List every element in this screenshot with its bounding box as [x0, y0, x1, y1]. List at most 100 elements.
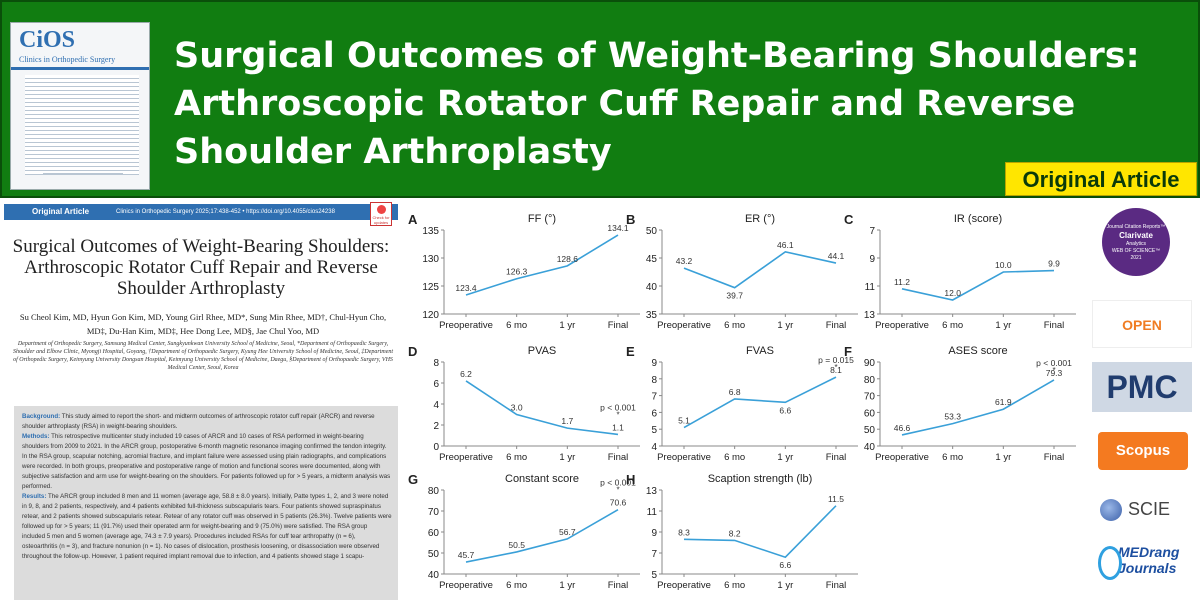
clarivate-year: 2021	[1130, 255, 1142, 261]
data-label: 79.3	[1046, 368, 1063, 378]
pmc-logo[interactable]: PMC	[1092, 362, 1192, 412]
medrang-logo[interactable]: MEDrang Journals	[1098, 538, 1192, 582]
article-type-badge: Original Article	[1005, 162, 1197, 196]
y-tick-label: 0	[433, 442, 439, 453]
x-tick-label: Preoperative	[657, 580, 711, 591]
data-label: 8.1	[830, 365, 842, 375]
y-tick-label: 60	[864, 408, 876, 419]
scie-label: SCIE	[1128, 499, 1171, 519]
y-tick-label: 9	[651, 528, 657, 539]
x-tick-label: Final	[826, 320, 847, 331]
significance-star: *	[834, 363, 837, 372]
check-for-updates-icon[interactable]: Check for updates	[370, 202, 392, 226]
chart-title: PVAS	[528, 345, 557, 357]
data-label: 128.6	[557, 254, 579, 264]
x-tick-label: Final	[826, 452, 847, 463]
panel-label: G	[408, 472, 418, 487]
x-tick-label: 6 mo	[942, 452, 963, 463]
x-tick-label: 1 yr	[995, 452, 1011, 463]
y-tick-label: 40	[646, 282, 658, 293]
y-tick-label: 8	[433, 358, 439, 369]
data-label: 134.1	[607, 223, 629, 233]
chart-pvas: D PVAS 0 2 4 6 8 Preoperative 6 mo 1 yr Final 6.2 3.…	[408, 344, 640, 463]
series-line	[465, 509, 619, 563]
data-label: 46.1	[777, 240, 794, 250]
abstract-paragraph: Methods: This retrospective multicenter …	[22, 432, 392, 492]
header-banner: CiOS Clinics in Orthopedic Surgery Surgi…	[0, 0, 1200, 198]
journal-cover-image: CiOS Clinics in Orthopedic Surgery	[10, 22, 150, 190]
significance-star: *	[1052, 366, 1055, 375]
y-tick-label: 6	[433, 379, 439, 390]
y-tick-label: 70	[864, 392, 876, 403]
panel-label: E	[626, 344, 635, 359]
scopus-logo[interactable]: Scopus	[1098, 432, 1188, 470]
data-label: 9.9	[1048, 259, 1060, 269]
abstract-heading: Methods:	[22, 433, 50, 440]
clarivate-badge: Journal Citation Reports™ Clarivate Anal…	[1102, 208, 1170, 276]
significance-annotation: p = 0.015	[818, 355, 854, 365]
series-line	[683, 505, 837, 559]
x-tick-label: 1 yr	[559, 452, 575, 463]
x-tick-label: 6 mo	[942, 320, 963, 331]
x-tick-label: Preoperative	[657, 320, 711, 331]
cover-contents	[25, 75, 139, 175]
x-tick-label: 1 yr	[777, 452, 793, 463]
y-tick-label: 80	[864, 375, 876, 386]
y-tick-label: 40	[428, 570, 440, 581]
panel-label: C	[844, 212, 854, 227]
y-tick-label: 40	[864, 442, 876, 453]
x-tick-label: 6 mo	[724, 320, 745, 331]
paper-header-bar	[4, 204, 398, 220]
y-tick-label: 11	[865, 282, 876, 293]
data-label: 10.0	[995, 260, 1012, 270]
panel-label: D	[408, 344, 417, 359]
paper-article-type: Original Article	[32, 207, 90, 216]
clarivate-analytics: Analytics	[1125, 241, 1146, 247]
y-tick-label: 11	[647, 507, 658, 518]
x-tick-label: 6 mo	[506, 452, 527, 463]
chart-scaption: H Scaption strength (lb) 5 7 9 11 13 Preoperati…	[626, 472, 858, 591]
open-access-logo[interactable]: OPEN ACCESS	[1092, 300, 1192, 381]
chart-title: IR (score)	[954, 213, 1002, 225]
chart-title: ASES score	[948, 345, 1007, 357]
data-label: 5.1	[678, 416, 690, 426]
x-tick-label: Preoperative	[875, 452, 929, 463]
data-label: 45.7	[458, 550, 475, 560]
chart-title: Constant score	[505, 473, 579, 485]
x-tick-label: Preoperative	[875, 320, 929, 331]
data-label: 12.0	[944, 288, 961, 298]
chart-ff: A FF (°) 120 125 130 135 Preoperative 6 mo 1 yr F…	[408, 212, 640, 331]
y-tick-label: 70	[428, 507, 440, 518]
x-tick-label: 6 mo	[724, 452, 745, 463]
x-tick-label: 1 yr	[559, 580, 575, 591]
x-tick-label: 6 mo	[506, 320, 527, 331]
panel-label: A	[408, 212, 418, 227]
cover-journal-name: Clinics in Orthopedic Surgery	[19, 55, 116, 64]
y-tick-label: 7	[651, 549, 657, 560]
y-tick-label: 90	[864, 358, 876, 369]
y-tick-label: 13	[646, 486, 658, 497]
data-label: 39.7	[726, 291, 743, 301]
chart-title: ER (°)	[745, 213, 775, 225]
y-tick-label: 8	[651, 375, 657, 386]
abstract-heading: Background:	[22, 413, 61, 420]
chart-fvas: E FVAS 4 5 6 7 8 9 Preoperative 6 mo 1 yr Final 5.1 6…	[626, 344, 858, 463]
data-label: 11.5	[828, 494, 844, 504]
x-tick-label: Final	[826, 580, 847, 591]
data-label: 1.7	[561, 416, 573, 426]
x-tick-label: 1 yr	[777, 580, 793, 591]
chart-title: Scaption strength (lb)	[708, 473, 813, 485]
y-tick-label: 9	[869, 254, 875, 265]
x-tick-label: 1 yr	[777, 320, 793, 331]
x-tick-label: Preoperative	[657, 452, 711, 463]
y-tick-label: 45	[646, 254, 658, 265]
significance-star: *	[616, 410, 619, 419]
y-tick-label: 130	[422, 254, 439, 265]
data-label: 1.1	[612, 422, 624, 432]
article-title: Surgical Outcomes of Weight-Bearing Shou…	[174, 36, 1140, 172]
scie-logo[interactable]: SCIE	[1100, 494, 1190, 524]
x-tick-label: Preoperative	[439, 452, 493, 463]
data-label: 126.3	[506, 267, 528, 277]
panel-label: H	[626, 472, 635, 487]
